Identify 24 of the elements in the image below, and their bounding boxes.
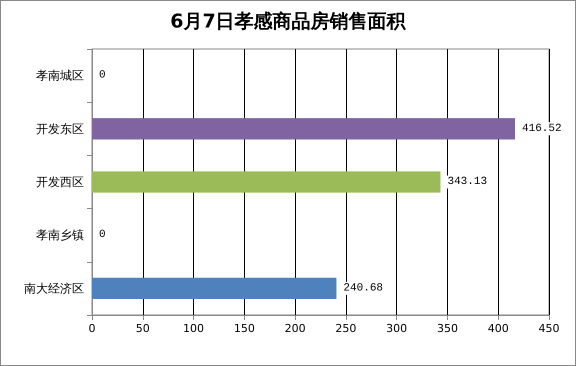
y-tick-label: 孝南乡镇 bbox=[36, 228, 84, 242]
data-label: 0 bbox=[99, 70, 106, 82]
data-label: 416.52 bbox=[522, 122, 562, 135]
data-label: 343.13 bbox=[447, 176, 488, 188]
y-tick-label: 开发西区 bbox=[36, 175, 84, 189]
data-label: 0 bbox=[99, 229, 106, 242]
chart-title: 6月7日孝感商品房销售面积 bbox=[170, 10, 407, 32]
x-tick-label: 350 bbox=[436, 322, 458, 335]
data-label: 240.68 bbox=[343, 282, 384, 294]
x-tick-label: 200 bbox=[284, 322, 306, 335]
x-tick-label: 150 bbox=[234, 322, 255, 335]
x-tick-label: 50 bbox=[136, 322, 150, 335]
y-tick-label: 开发东区 bbox=[36, 122, 84, 136]
y-tick-label: 孝南城区 bbox=[36, 68, 84, 83]
x-tick-label: 400 bbox=[488, 322, 509, 335]
x-tick-label: 0 bbox=[88, 322, 96, 335]
x-tick-label: 300 bbox=[386, 322, 408, 335]
x-tick-label: 100 bbox=[183, 322, 204, 335]
bar bbox=[92, 278, 336, 300]
x-tick-label: 250 bbox=[335, 322, 356, 335]
y-tick-label: 南大经济区 bbox=[24, 281, 84, 296]
bar bbox=[92, 171, 440, 193]
x-tick-label: 450 bbox=[538, 322, 560, 335]
bar bbox=[92, 118, 515, 140]
